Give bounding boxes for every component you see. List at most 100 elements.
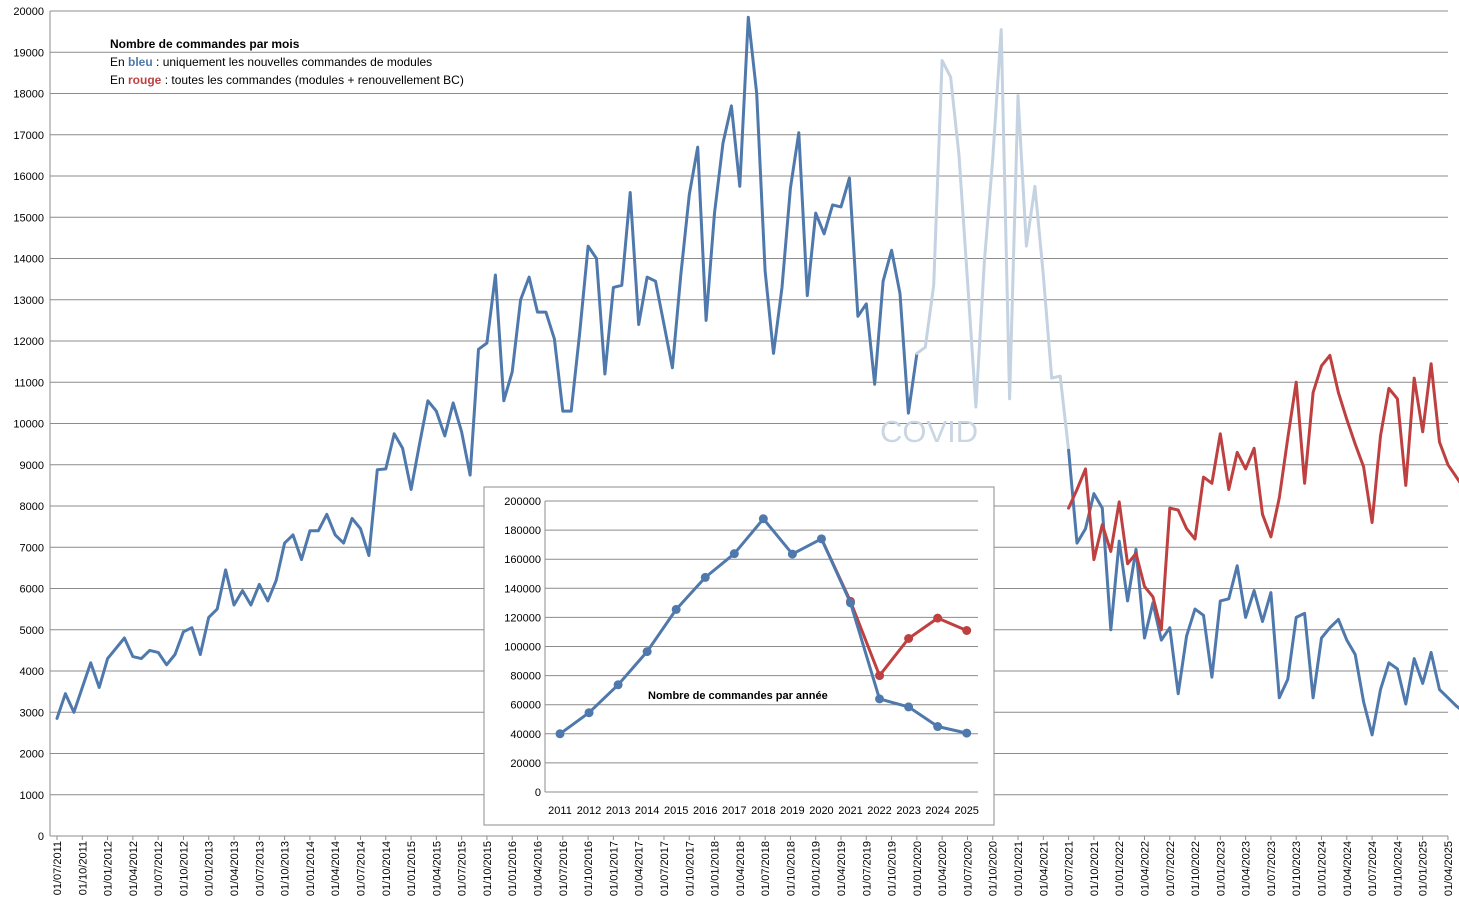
inset-x-tick-label: 2014 bbox=[635, 805, 659, 817]
inset-x-tick-label: 2020 bbox=[809, 805, 833, 817]
inset-grid bbox=[544, 500, 978, 793]
main-x-tick-label: 01/04/2016 bbox=[533, 841, 545, 896]
legend-red-prefix: En bbox=[110, 73, 128, 87]
main-x-tick-label: 01/07/2018 bbox=[760, 841, 772, 896]
inset-x-tick-label: 2018 bbox=[751, 805, 775, 817]
inset-title: Nombre de commandes par année bbox=[648, 690, 828, 702]
inset-point-0 bbox=[933, 722, 943, 732]
main-x-tick-label: 01/04/2021 bbox=[1038, 841, 1050, 896]
main-x-tick-label: 01/04/2025 bbox=[1443, 841, 1455, 896]
main-y-tick-label: 16000 bbox=[13, 171, 44, 183]
main-x-tick-label: 01/07/2011 bbox=[52, 841, 64, 895]
main-x-tick-label: 01/10/2011 bbox=[77, 841, 89, 895]
main-x-tick-label: 01/01/2019 bbox=[811, 841, 823, 896]
inset-x-tick-label: 2011 bbox=[548, 805, 572, 817]
inset-x-tick-label: 2021 bbox=[838, 805, 862, 817]
main-y-tick-label: 1000 bbox=[20, 790, 44, 802]
main-x-tick-label: 01/10/2014 bbox=[381, 841, 393, 896]
main-x-tick-label: 01/04/2015 bbox=[431, 841, 443, 896]
main-y-tick-label: 15000 bbox=[13, 212, 44, 224]
main-x-tick-label: 01/07/2016 bbox=[558, 841, 570, 896]
main-x-tick-label: 01/01/2018 bbox=[710, 841, 722, 896]
main-y-tick-label: 2000 bbox=[20, 749, 44, 761]
main-x-tick-label: 01/01/2025 bbox=[1418, 841, 1430, 896]
main-x-tick-label: 01/10/2015 bbox=[482, 841, 494, 896]
legend-blue-word: bleu bbox=[128, 55, 153, 69]
legend-blue-prefix: En bbox=[110, 55, 128, 69]
inset-x-tick-label: 2019 bbox=[780, 805, 804, 817]
main-x-tick-label: 01/10/2023 bbox=[1291, 841, 1303, 896]
inset-point-1 bbox=[904, 633, 914, 643]
main-y-tick-label: 10000 bbox=[13, 419, 44, 431]
main-x-tick-label: 01/07/2023 bbox=[1266, 841, 1278, 896]
inset-y-tick-label: 40000 bbox=[510, 729, 541, 741]
inset-frame bbox=[483, 486, 995, 826]
main-y-tick-label: 9000 bbox=[20, 460, 44, 472]
main-y-tick-label: 3000 bbox=[20, 707, 44, 719]
main-x-tick-label: 01/01/2014 bbox=[305, 841, 317, 896]
inset-x-tick-label: 2025 bbox=[954, 805, 978, 817]
inset-point-0 bbox=[555, 729, 565, 739]
inset-y-tick-label: 200000 bbox=[504, 496, 541, 508]
main-grid bbox=[49, 10, 1448, 837]
inset-y-tick-label: 160000 bbox=[504, 554, 541, 566]
main-x-tick-label: 01/10/2017 bbox=[684, 841, 696, 896]
main-x-tick-label: 01/10/2020 bbox=[988, 841, 1000, 896]
main-x-tick-label: 01/10/2019 bbox=[887, 841, 899, 896]
inset-point-0 bbox=[758, 514, 768, 524]
legend-title: Nombre de commandes par mois bbox=[110, 37, 300, 51]
inset-point-0 bbox=[787, 549, 797, 559]
main-series-line-1 bbox=[915, 28, 1071, 452]
main-y-tick-label: 6000 bbox=[20, 584, 44, 596]
inset-x-tick-label: 2017 bbox=[722, 805, 746, 817]
main-x-tick-label: 01/07/2022 bbox=[1165, 841, 1177, 896]
main-x-tick-label: 01/10/2024 bbox=[1392, 841, 1404, 896]
inset-x-tick-label: 2023 bbox=[896, 805, 920, 817]
inset-x-axis: 2011 2012 2013 2014 2015 2016 2017 2018 2019 2020… bbox=[548, 805, 979, 817]
inset-point-0 bbox=[904, 702, 914, 712]
inset-point-0 bbox=[816, 534, 826, 544]
main-x-tick-label: 01/01/2020 bbox=[912, 841, 924, 896]
main-y-tick-label: 19000 bbox=[13, 47, 44, 59]
main-y-tick-label: 14000 bbox=[13, 254, 44, 266]
inset-point-0 bbox=[729, 549, 739, 559]
legend-blue-line: En bleu : uniquement les nouvelles comma… bbox=[110, 55, 432, 69]
main-x-tick-label: 01/10/2021 bbox=[1089, 841, 1101, 896]
main-y-tick-label: 0 bbox=[38, 831, 44, 843]
main-y-tick-label: 12000 bbox=[13, 336, 44, 348]
main-x-tick-label: 01/04/2024 bbox=[1342, 841, 1354, 896]
main-x-tick-label: 01/04/2014 bbox=[330, 841, 342, 896]
main-x-tick-label: 01/10/2012 bbox=[178, 841, 190, 896]
inset-y-tick-label: 140000 bbox=[504, 583, 541, 595]
main-x-tick-label: 01/07/2021 bbox=[1064, 841, 1076, 896]
inset-y-tick-label: 120000 bbox=[504, 612, 541, 624]
main-x-axis: 01/07/2011 01/10/2011 01/01/2012 01/04/2012… bbox=[52, 836, 1455, 896]
main-x-tick-label: 01/01/2021 bbox=[1013, 841, 1025, 896]
inset-point-1 bbox=[933, 613, 943, 623]
main-x-tick-label: 01/04/2013 bbox=[229, 841, 241, 896]
main-x-tick-label: 01/07/2015 bbox=[457, 841, 469, 896]
inset-point-0 bbox=[642, 647, 652, 657]
main-x-tick-label: 01/04/2017 bbox=[634, 841, 646, 896]
inset-x-tick-label: 2012 bbox=[577, 805, 601, 817]
main-y-tick-label: 7000 bbox=[20, 542, 44, 554]
main-x-tick-label: 01/01/2022 bbox=[1114, 841, 1126, 896]
inset-y-tick-label: 100000 bbox=[504, 642, 541, 654]
inset-y-tick-label: 60000 bbox=[510, 700, 541, 712]
main-x-tick-label: 01/04/2019 bbox=[836, 841, 848, 896]
main-x-tick-label: 01/01/2017 bbox=[608, 841, 620, 896]
main-y-tick-label: 18000 bbox=[13, 89, 44, 101]
legend-red-line: En rouge : toutes les commandes (modules… bbox=[110, 73, 464, 87]
inset-x-tick-label: 2016 bbox=[693, 805, 717, 817]
main-y-axis: 0 1000 2000 3000 4000 5000 6000 7000 8000 9000 100… bbox=[13, 6, 44, 843]
inset-point-0 bbox=[962, 728, 972, 738]
main-y-tick-label: 13000 bbox=[13, 295, 44, 307]
inset-point-1 bbox=[875, 671, 885, 681]
main-y-tick-label: 11000 bbox=[14, 377, 44, 389]
covid-annotation: COVID bbox=[880, 414, 978, 449]
inset-series-group bbox=[555, 514, 972, 739]
inset-y-tick-label: 0 bbox=[535, 787, 541, 799]
main-x-tick-label: 01/01/2016 bbox=[507, 841, 519, 896]
main-y-tick-label: 4000 bbox=[20, 666, 44, 678]
